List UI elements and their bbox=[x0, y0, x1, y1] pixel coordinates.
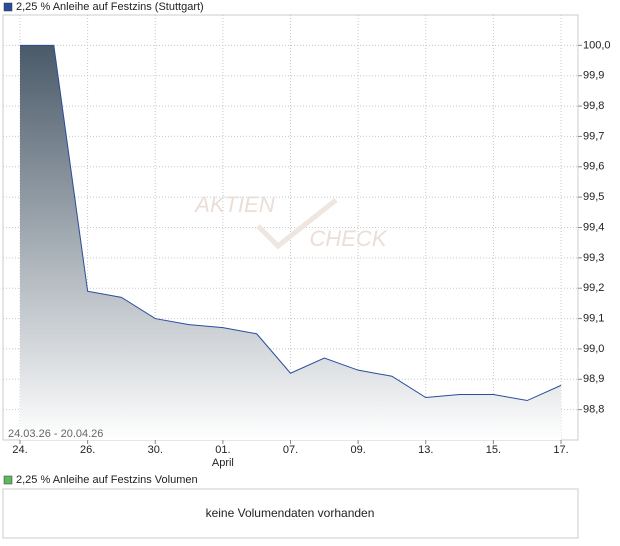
legend-label: 2,25 % Anleihe auf Festzins (Stuttgart) bbox=[16, 1, 204, 13]
x-tick-label: 30. bbox=[148, 444, 163, 456]
x-tick-label: 13. bbox=[418, 444, 433, 456]
area bbox=[20, 45, 561, 440]
y-tick-label: 100,0 bbox=[583, 39, 611, 51]
y-tick-label: 99,8 bbox=[583, 100, 604, 112]
y-tick-label: 99,7 bbox=[583, 130, 604, 142]
y-tick-label: 99,9 bbox=[583, 70, 604, 82]
y-tick-label: 98,9 bbox=[583, 373, 604, 385]
x-tick-label: 01. bbox=[215, 444, 230, 456]
legend-swatch bbox=[3, 475, 13, 485]
x-tick-label: 17. bbox=[553, 444, 568, 456]
y-tick-label: 99,4 bbox=[583, 221, 604, 233]
volume-frame bbox=[2, 488, 579, 539]
y-tick-label: 98,8 bbox=[583, 404, 604, 416]
y-tick-label: 99,6 bbox=[583, 161, 604, 173]
y-tick-label: 99,3 bbox=[583, 252, 604, 264]
x-tick-label: 24. bbox=[12, 444, 27, 456]
legend-label: 2,25 % Anleihe auf Festzins Volumen bbox=[16, 474, 198, 486]
range-label: 24.03.26 - 20.04.26 bbox=[8, 428, 103, 440]
x-sublabel: April bbox=[212, 457, 234, 469]
y-tick-label: 99,5 bbox=[583, 191, 604, 203]
y-tick-label: 99,1 bbox=[583, 312, 604, 324]
watermark: CHECK bbox=[309, 226, 387, 251]
y-tick-label: 99,2 bbox=[583, 282, 604, 294]
y-tick-label: 99,0 bbox=[583, 343, 604, 355]
watermark-check bbox=[256, 198, 338, 250]
volume-message: keine Volumendaten vorhanden bbox=[206, 506, 375, 520]
watermark: AKTIEN bbox=[193, 192, 275, 217]
line bbox=[20, 44, 562, 402]
x-tick-label: 15. bbox=[486, 444, 501, 456]
x-tick-label: 07. bbox=[283, 444, 298, 456]
x-tick-label: 26. bbox=[80, 444, 95, 456]
x-tick-label: 09. bbox=[350, 444, 365, 456]
legend-swatch bbox=[3, 2, 13, 12]
